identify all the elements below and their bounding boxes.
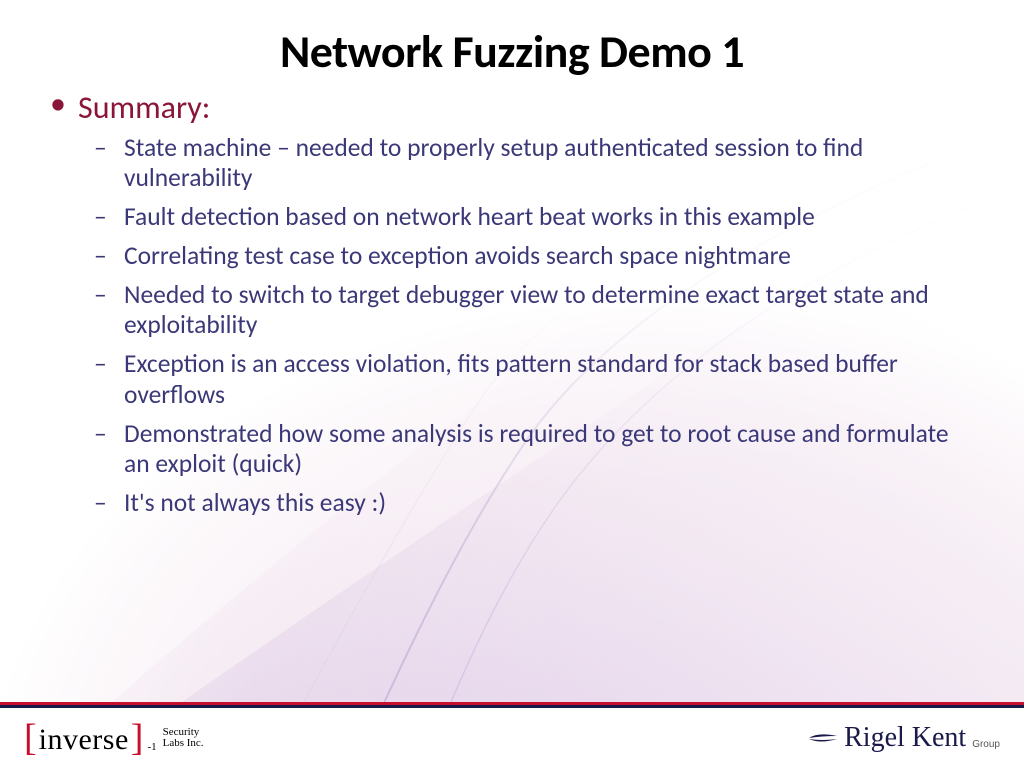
- sub-bullet: Needed to switch to target debugger view…: [124, 280, 984, 340]
- logo-rigel-name: Rigel Kent: [844, 722, 966, 754]
- sub-bullet: Correlating test case to exception avoid…: [124, 241, 984, 271]
- footer: [ inverse ] -1 Security Labs Inc. Rigel …: [0, 708, 1024, 768]
- bracket-open-icon: [: [24, 723, 37, 753]
- logo-inverse: [ inverse ] -1 Security Labs Inc.: [24, 723, 204, 753]
- logo-rigel-kent: Rigel Kent Group: [808, 722, 1000, 754]
- logo-inverse-word: inverse: [39, 726, 129, 753]
- logo-inverse-tagline: Security Labs Inc.: [163, 727, 204, 753]
- logo-rigel-sub: Group: [972, 739, 1000, 754]
- slide: Network Fuzzing Demo 1 Summary: State ma…: [0, 0, 1024, 768]
- bullet-summary-label: Summary:: [78, 88, 210, 127]
- bullet-list-sub: State machine – needed to properly setup…: [78, 133, 984, 518]
- bracket-close-icon: ]: [131, 723, 144, 753]
- swoosh-icon: [808, 731, 838, 745]
- sub-bullet: Fault detection based on network heart b…: [124, 202, 984, 232]
- sub-bullet: Demonstrated how some analysis is requir…: [124, 419, 984, 479]
- slide-content: Network Fuzzing Demo 1 Summary: State ma…: [0, 0, 1024, 518]
- bullet-summary: Summary: State machine – needed to prope…: [78, 88, 984, 518]
- bullet-list-top: Summary: State machine – needed to prope…: [40, 88, 984, 518]
- logo-superscript: -1: [147, 741, 156, 753]
- sub-bullet: State machine – needed to properly setup…: [124, 133, 984, 193]
- sub-bullet: Exception is an access violation, fits p…: [124, 349, 984, 409]
- tagline-line2: Labs Inc.: [163, 738, 204, 749]
- slide-title: Network Fuzzing Demo 1: [40, 24, 984, 80]
- sub-bullet: It's not always this easy :): [124, 488, 984, 518]
